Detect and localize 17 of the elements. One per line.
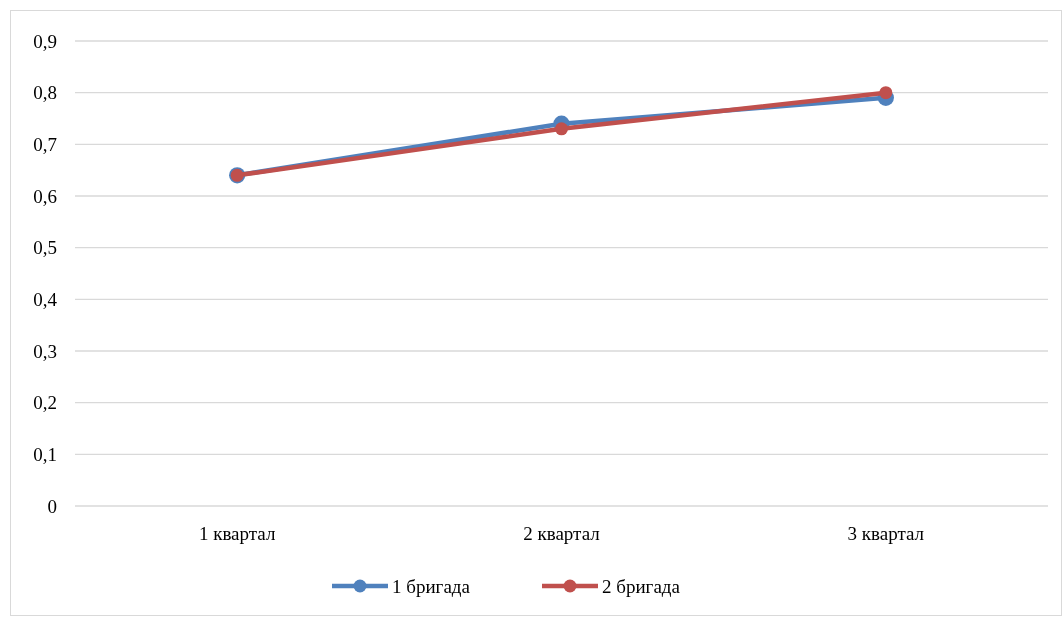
x-tick-label: 2 квартал bbox=[523, 523, 601, 544]
y-tick-label: 0,3 bbox=[33, 340, 57, 362]
x-tick-label: 1 квартал bbox=[198, 523, 276, 544]
y-tick-label: 0,9 bbox=[33, 30, 57, 52]
x-tick-label: 3 квартал bbox=[847, 523, 925, 544]
point bbox=[555, 122, 568, 136]
y-tick-label: 0,7 bbox=[33, 133, 57, 155]
y-tick-label: 0,5 bbox=[33, 237, 57, 259]
legend-label: 1 бригада bbox=[392, 575, 471, 597]
y-tick-label: 0,2 bbox=[33, 392, 57, 414]
point bbox=[879, 86, 893, 100]
y-tick-label: 0,1 bbox=[33, 443, 57, 465]
legend-label: 2 бригада bbox=[602, 575, 681, 597]
y-tick-label: 0,8 bbox=[33, 82, 57, 104]
y-tick-label: 0,4 bbox=[33, 288, 58, 310]
y-tick-label: 0,6 bbox=[33, 185, 57, 207]
y-tick-label: 0 bbox=[47, 495, 57, 517]
